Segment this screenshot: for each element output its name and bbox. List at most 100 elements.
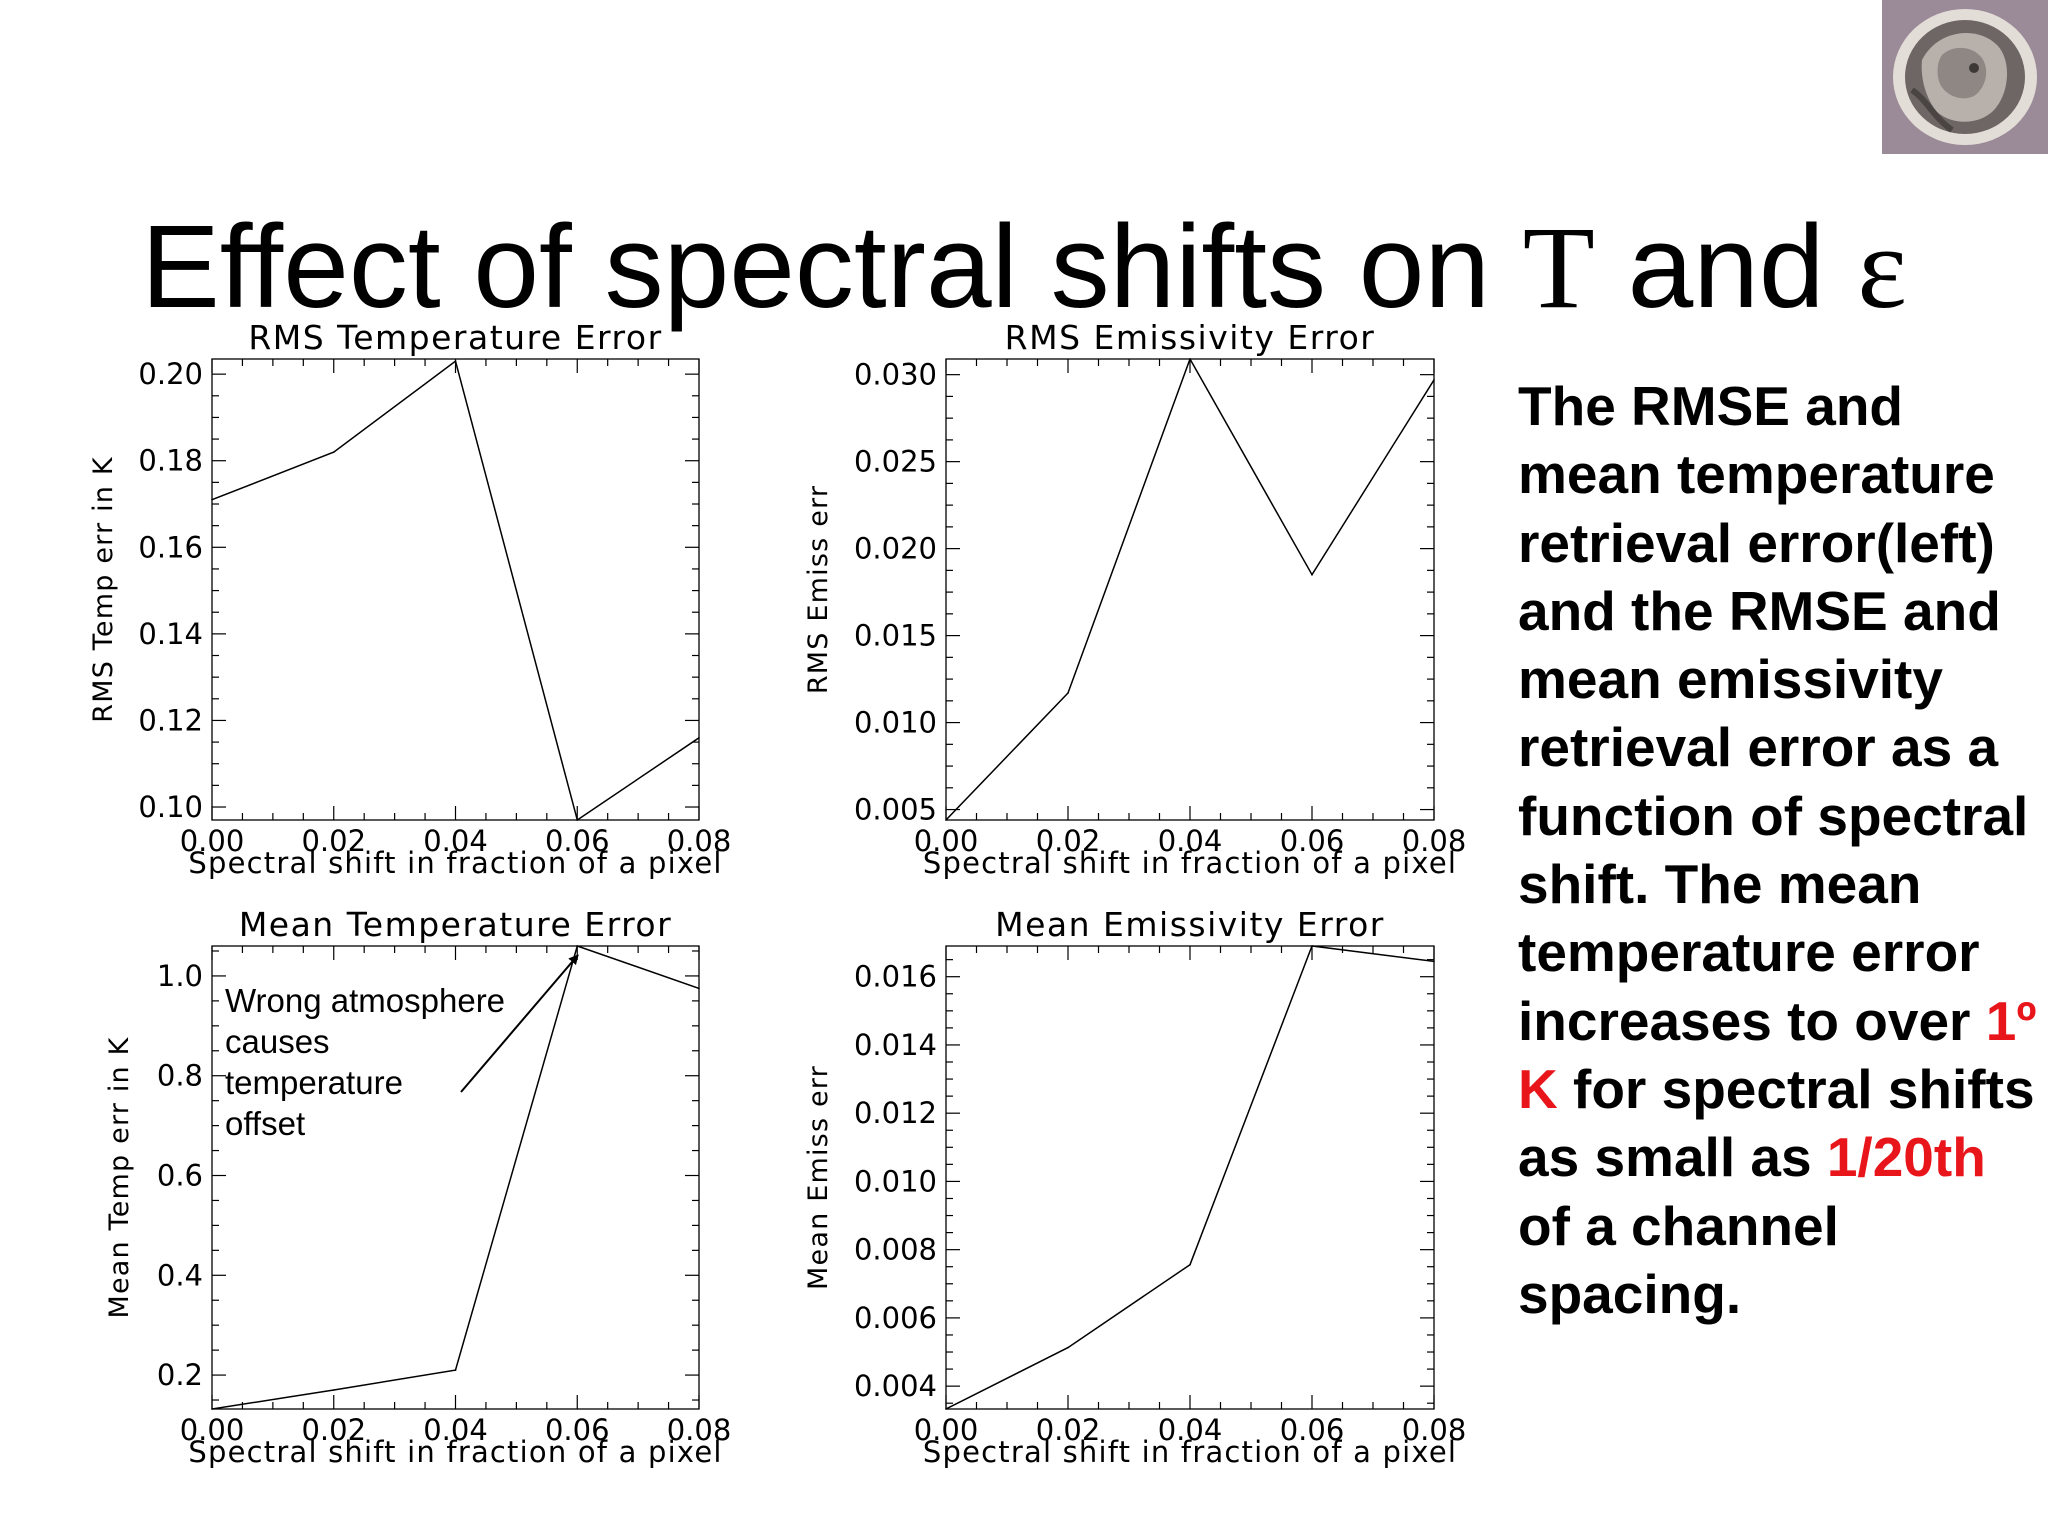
data-point [1067, 692, 1069, 694]
annotation-line: causes [225, 1023, 330, 1060]
y-tick-label: 0.004 [854, 1369, 937, 1403]
coin-logo-icon [1882, 0, 2048, 154]
plot-frame [945, 358, 1435, 821]
chart-title: Mean Emissivity Error [995, 905, 1385, 944]
data-point [1189, 358, 1191, 360]
x-tick-label: 0.00 [914, 1413, 979, 1447]
caption-text: The RMSE and mean temperature retrieval … [1518, 372, 2038, 1328]
title-and: and [1594, 201, 1858, 334]
series-line [946, 358, 1434, 821]
data-point [1433, 960, 1435, 963]
data-point [1311, 945, 1313, 947]
x-tick-label: 0.08 [667, 1413, 732, 1447]
title-symbol-t: T [1522, 202, 1595, 334]
x-tick-label: 0.06 [1280, 824, 1345, 858]
y-tick-label: 0.030 [854, 358, 937, 392]
x-tick-label: 0.08 [1402, 824, 1467, 858]
y-tick-label: 0.010 [854, 1164, 937, 1198]
annotation-line: offset [225, 1105, 306, 1142]
y-tick-label: 0.010 [854, 706, 937, 740]
y-tick-label: 0.016 [854, 960, 937, 994]
title-symbol-epsilon: ε [1857, 202, 1907, 334]
caption-highlight-1: 1º K [1518, 989, 2037, 1120]
x-tick-label: 0.04 [1158, 1413, 1223, 1447]
x-axis-label: Spectral shift in fraction of a pixel [188, 846, 722, 880]
y-tick-label: 0.008 [854, 1233, 937, 1267]
data-point [698, 736, 700, 739]
data-point [945, 819, 947, 821]
y-tick-label: 0.14 [138, 617, 203, 651]
x-tick-label: 0.00 [180, 824, 245, 858]
chart-4: Mean Emissivity Error 0.00 0.02 0.04 0.06 0.0… [803, 905, 1466, 1469]
chart-1: RMS Temperature Error 0.00 0.02 0.04 0.06 0.0… [88, 318, 731, 880]
data-point [332, 1389, 335, 1391]
series-line [946, 945, 1434, 1410]
y-tick-label: 0.012 [854, 1096, 937, 1130]
y-tick-label: 0.020 [854, 532, 937, 566]
x-axis-label: Spectral shift in fraction of a pixel [923, 846, 1457, 880]
chart-2: RMS Emissivity Error 0.00 0.02 0.04 0.06 0.08… [803, 318, 1466, 880]
chart-title: RMS Temperature Error [248, 318, 662, 357]
y-tick-label: 0.16 [138, 530, 203, 564]
y-axis-label: Mean Temp err in K [104, 1036, 135, 1318]
chart-title: Mean Temperature Error [239, 905, 672, 944]
x-tick-label: 0.04 [423, 1413, 488, 1447]
y-tick-label: 0.006 [854, 1301, 937, 1335]
x-tick-label: 0.02 [1036, 1413, 1101, 1447]
data-point [698, 987, 700, 990]
x-tick-label: 0.02 [1036, 824, 1101, 858]
x-tick-label: 0.04 [1158, 824, 1223, 858]
series-line [212, 359, 699, 821]
plot-frame [211, 358, 700, 821]
x-tick-label: 0.06 [545, 1413, 610, 1447]
caption-part-3: of a channel spacing. [1518, 1194, 1839, 1325]
annotation-text: Wrong atmosphere causes temperature offs… [225, 980, 505, 1144]
caption-highlight-2: 1/20th [1826, 1126, 1986, 1189]
data-point [576, 819, 579, 821]
y-tick-label: 0.18 [138, 444, 203, 478]
data-point [576, 945, 579, 947]
x-tick-label: 0.04 [423, 824, 488, 858]
chart-title: RMS Emissivity Error [1005, 318, 1376, 357]
title-prefix: Effect of spectral shifts on [141, 201, 1523, 334]
y-tick-label: 0.015 [854, 619, 937, 653]
y-tick-label: 0.2 [157, 1358, 203, 1392]
x-tick-label: 0.02 [301, 824, 366, 858]
y-tick-label: 0.10 [138, 790, 203, 824]
y-tick-label: 0.005 [854, 793, 937, 827]
y-tick-label: 1.0 [157, 959, 203, 993]
y-axis-label: RMS Emiss err [803, 485, 834, 694]
y-tick-label: 0.6 [157, 1159, 203, 1193]
x-tick-label: 0.02 [301, 1413, 366, 1447]
y-tick-label: 0.20 [138, 357, 203, 391]
caption-part-2: for spectral shifts as small as [1518, 1057, 2035, 1189]
slide-title: Effect of spectral shifts on T and ε [0, 197, 2048, 338]
x-tick-label: 0.08 [667, 824, 732, 858]
y-axis-label: Mean Emiss err [803, 1065, 834, 1290]
x-axis-label: Spectral shift in fraction of a pixel [188, 1435, 722, 1469]
x-tick-label: 0.00 [180, 1413, 245, 1447]
x-axis-label: Spectral shift in fraction of a pixel [923, 1435, 1457, 1469]
x-tick-label: 0.00 [914, 824, 979, 858]
annotation-line: Wrong atmosphere [225, 982, 506, 1019]
data-point [454, 360, 457, 362]
y-tick-label: 0.014 [854, 1028, 937, 1062]
y-tick-label: 0.8 [157, 1059, 203, 1093]
x-tick-label: 0.06 [1280, 1413, 1345, 1447]
data-point [945, 1408, 947, 1410]
y-tick-label: 0.4 [157, 1258, 203, 1292]
annotation-arrow [460, 954, 579, 1093]
plot-frame [945, 945, 1435, 1410]
chart-3: Mean Temperature Error 0.00 0.02 0.04 0.06 0.… [104, 905, 731, 1469]
data-point [332, 451, 335, 453]
caption-part-1: The RMSE and mean temperature retrieval … [1518, 375, 2029, 1052]
annotation-line: temperature [225, 1064, 403, 1101]
y-axis-label: RMS Temp err in K [88, 456, 119, 723]
y-tick-label: 0.12 [138, 703, 203, 737]
data-point [1067, 1346, 1069, 1349]
y-tick-label: 0.025 [854, 445, 937, 479]
x-tick-label: 0.08 [1402, 1413, 1467, 1447]
data-point [211, 1408, 213, 1410]
data-point [1311, 573, 1313, 576]
